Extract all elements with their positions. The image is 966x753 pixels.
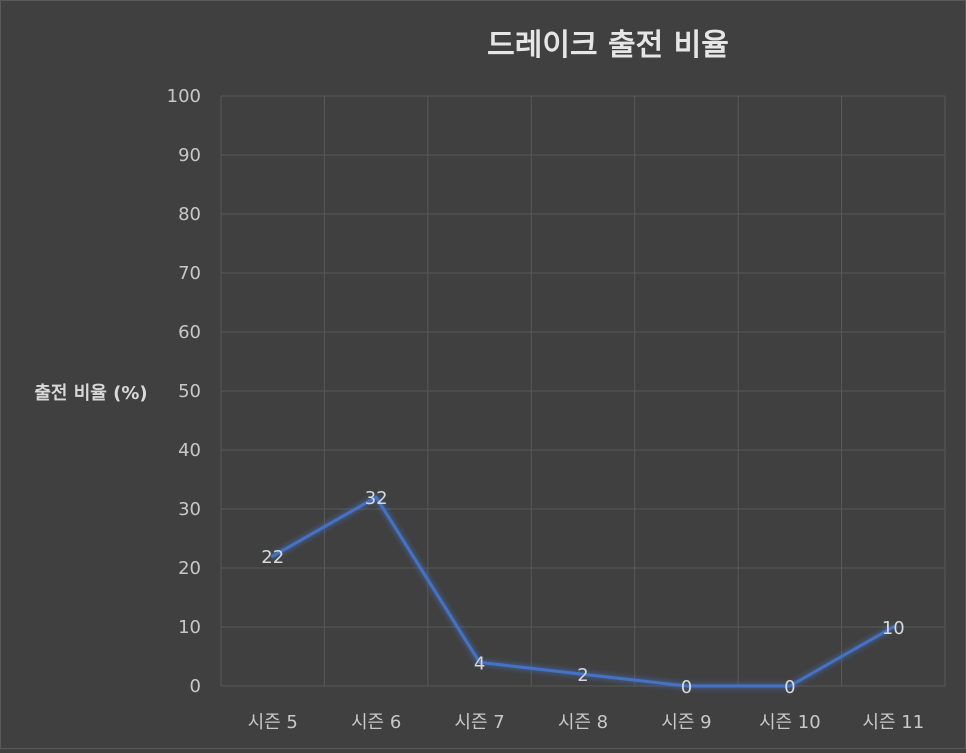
data-label: 0 [681,677,692,698]
data-label: 10 [882,618,905,639]
x-tick-label: 시즌 11 [862,712,924,733]
y-tick-label: 30 [178,499,201,520]
series [271,495,895,688]
x-tick-label: 시즌 7 [454,712,504,733]
y-tick-label: 40 [178,440,201,461]
y-tick-label: 0 [190,676,201,697]
data-point [684,684,688,688]
y-tick-labels: 0 10 20 30 40 50 60 70 80 90 100 [167,86,201,697]
data-label: 32 [365,488,388,509]
y-tick-label: 70 [178,263,201,284]
y-tick-label: 80 [178,204,201,225]
data-point [581,672,585,676]
data-label: 0 [784,677,795,698]
y-tick-label: 60 [178,322,201,343]
x-tick-label: 시즌 5 [248,712,298,733]
y-tick-label: 10 [178,617,201,638]
data-point [891,625,895,629]
data-label: 4 [474,653,485,674]
data-label: 22 [261,547,284,568]
data-point [271,554,275,558]
y-tick-label: 90 [178,145,201,166]
y-tick-label: 20 [178,558,201,579]
x-tick-label: 시즌 10 [759,712,821,733]
y-axis-label: 출전 비율 (%) [34,383,147,404]
data-point [478,660,482,664]
x-tick-labels: 시즌 5 시즌 6 시즌 7 시즌 8 시즌 9 시즌 10 시즌 11 [248,712,925,733]
y-tick-label: 50 [178,381,201,402]
data-point [374,495,378,499]
y-tick-label: 100 [167,86,201,107]
data-point [788,684,792,688]
x-tick-label: 시즌 8 [558,712,608,733]
x-tick-label: 시즌 6 [351,712,401,733]
x-tick-label: 시즌 9 [661,712,711,733]
series-line [271,495,895,688]
chart-title: 드레이크 출전 비율 [487,28,729,63]
data-label: 2 [577,665,588,686]
grid [220,95,946,687]
